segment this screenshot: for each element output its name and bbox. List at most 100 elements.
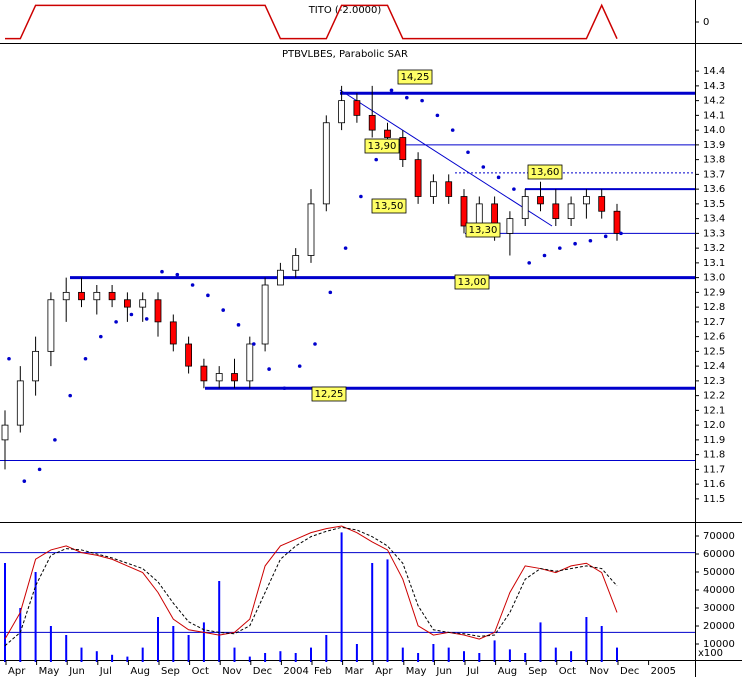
y-tick-label: 14.4 bbox=[703, 66, 725, 77]
candle-body bbox=[567, 203, 575, 220]
annotation-box bbox=[364, 138, 400, 154]
x-tick-label: Mar bbox=[345, 666, 365, 677]
sar-dot bbox=[496, 175, 501, 180]
candle-body bbox=[384, 129, 391, 138]
sar-dot bbox=[83, 356, 88, 361]
y-tick-label: 14.1 bbox=[703, 110, 725, 121]
sar-dot bbox=[512, 187, 516, 191]
volume-bar bbox=[539, 622, 542, 662]
x-tick-label: Aug bbox=[130, 666, 150, 677]
y-tick-label: 20000 bbox=[703, 621, 735, 632]
volume-bar bbox=[80, 647, 83, 662]
volume-bar bbox=[233, 647, 236, 662]
y-tick-label: 11.5 bbox=[703, 494, 725, 505]
y-tick-label: 12.6 bbox=[703, 332, 725, 343]
panel-title: PTBVLBES, Parabolic SAR bbox=[282, 49, 408, 60]
x-tick-label: Oct bbox=[192, 666, 209, 677]
x-tick-label: Dec bbox=[620, 666, 639, 677]
candle-body bbox=[292, 255, 300, 271]
panel-title: TITO (-2.0000) bbox=[308, 5, 382, 16]
sar-dot bbox=[573, 241, 577, 246]
y-tick-label: 11.9 bbox=[703, 435, 725, 446]
volume-bar bbox=[157, 617, 159, 662]
candle-body bbox=[353, 100, 361, 116]
candle-body bbox=[215, 373, 223, 382]
sar-dot bbox=[114, 320, 118, 324]
sar-dot bbox=[588, 238, 593, 243]
volume-bar bbox=[34, 572, 37, 662]
y-tick-label: 50000 bbox=[703, 567, 735, 578]
volume-bar bbox=[218, 581, 221, 662]
sar-dot bbox=[22, 479, 27, 483]
candle-body bbox=[124, 299, 131, 308]
sar-dot bbox=[420, 98, 424, 103]
candle-body bbox=[307, 203, 315, 256]
x-tick-label: Jul bbox=[99, 666, 112, 677]
x-tick-label: Sep bbox=[161, 666, 180, 677]
series-line bbox=[4, 525, 618, 640]
volume-bar bbox=[65, 635, 68, 662]
candle-body bbox=[414, 159, 422, 197]
annotation-box bbox=[454, 274, 490, 290]
candle-body bbox=[429, 181, 437, 197]
volume-bar bbox=[126, 656, 129, 662]
volume-bar bbox=[111, 654, 114, 662]
candle-body bbox=[276, 269, 284, 286]
y-tick-label: 12.3 bbox=[703, 376, 725, 387]
y-tick-label: 13.5 bbox=[703, 199, 725, 210]
y-tick-label: 12.5 bbox=[703, 346, 725, 357]
y-tick-label: 12.0 bbox=[703, 420, 725, 431]
candle-body bbox=[154, 299, 162, 323]
volume-bar bbox=[493, 640, 496, 662]
volume-bar bbox=[19, 608, 22, 662]
candle-body bbox=[185, 343, 193, 367]
candle-body bbox=[506, 218, 514, 234]
volume-bar bbox=[616, 647, 618, 662]
y-tick-label: 14.0 bbox=[703, 125, 725, 136]
y-tick-label: 12.4 bbox=[703, 361, 725, 372]
y-tick-label: 12.9 bbox=[703, 287, 725, 298]
volume-bar bbox=[294, 653, 297, 662]
candle-body bbox=[246, 343, 254, 382]
candle-body bbox=[322, 122, 330, 205]
candle-body bbox=[32, 350, 39, 382]
candle-body bbox=[78, 291, 85, 301]
volume-bar bbox=[172, 626, 175, 662]
volume-bar bbox=[401, 647, 404, 662]
sar-dot bbox=[313, 342, 317, 346]
sar-dot bbox=[527, 261, 531, 265]
candle-body bbox=[460, 196, 468, 227]
series-line bbox=[4, 526, 618, 647]
y-tick-label: 13.0 bbox=[703, 273, 725, 284]
volume-bar bbox=[371, 563, 374, 662]
y-tick-label: 13.4 bbox=[703, 214, 725, 225]
volume-bar bbox=[264, 653, 267, 662]
sar-dot bbox=[481, 165, 486, 169]
sar-dot bbox=[558, 246, 562, 250]
annotation-label: 13,30 bbox=[469, 225, 498, 236]
volume-bar bbox=[600, 626, 603, 662]
x-tick-label: Nov bbox=[222, 666, 242, 677]
sar-dot bbox=[160, 269, 164, 274]
sar-dot bbox=[99, 334, 103, 339]
y-tick-label: 13.8 bbox=[703, 155, 725, 166]
sar-dot bbox=[435, 113, 440, 118]
volume-bar bbox=[417, 653, 420, 662]
sar-dot bbox=[389, 88, 394, 93]
sar-dot bbox=[221, 308, 225, 312]
y-tick-label: 11.7 bbox=[703, 464, 725, 475]
candle-body bbox=[261, 284, 269, 345]
y-tick-label: 12.2 bbox=[703, 391, 725, 402]
sar-dot bbox=[267, 367, 271, 371]
candle-body bbox=[231, 373, 238, 382]
annotation-label: 13,60 bbox=[531, 167, 560, 178]
candle-body bbox=[613, 210, 621, 234]
candle-body bbox=[200, 365, 208, 382]
y-tick-label: 0 bbox=[703, 17, 709, 28]
volume-bar bbox=[432, 644, 435, 662]
y-tick-label: 13.9 bbox=[703, 140, 725, 151]
candle-body bbox=[338, 100, 346, 124]
x-tick-label: Oct bbox=[559, 666, 576, 677]
candle-body bbox=[47, 299, 55, 352]
